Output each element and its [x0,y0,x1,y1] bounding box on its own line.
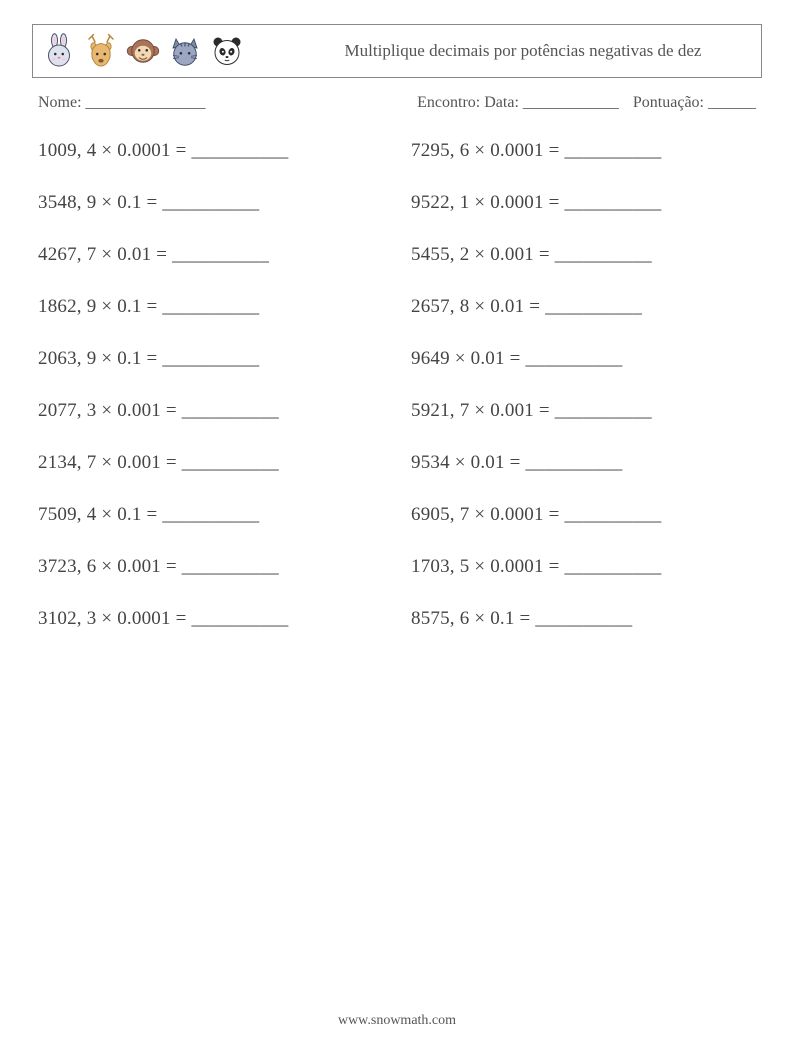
problem-item: 7295, 6 × 0.0001 = __________ [411,140,756,162]
problem-item: 2134, 7 × 0.001 = __________ [38,452,383,474]
problem-item: 4267, 7 × 0.01 = __________ [38,244,383,266]
problem-item: 5921, 7 × 0.001 = __________ [411,400,756,422]
problem-item: 8575, 6 × 0.1 = __________ [411,608,756,630]
deer-icon [83,33,119,69]
problem-item: 1862, 9 × 0.1 = __________ [38,296,383,318]
footer-url: www.snowmath.com [0,1013,794,1029]
problem-item: 5455, 2 × 0.001 = __________ [411,244,756,266]
problem-item: 1009, 4 × 0.0001 = __________ [38,140,383,162]
problem-item: 9534 × 0.01 = __________ [411,452,756,474]
worksheet-header: Multiplique decimais por potências negat… [32,24,762,78]
problem-item: 6905, 7 × 0.0001 = __________ [411,504,756,526]
score-field: Pontuação: ______ [633,94,756,112]
problem-item: 3548, 9 × 0.1 = __________ [38,192,383,214]
worksheet-title: Multiplique decimais por potências negat… [245,25,761,77]
problem-item: 9649 × 0.01 = __________ [411,348,756,370]
problem-item: 7509, 4 × 0.1 = __________ [38,504,383,526]
problem-item: 2063, 9 × 0.1 = __________ [38,348,383,370]
problem-item: 9522, 1 × 0.0001 = __________ [411,192,756,214]
cat-icon [167,33,203,69]
panda-icon [209,33,245,69]
problem-item: 3723, 6 × 0.001 = __________ [38,556,383,578]
problem-item: 2657, 8 × 0.01 = __________ [411,296,756,318]
name-field: Nome: _______________ [38,94,397,112]
problem-item: 3102, 3 × 0.0001 = __________ [38,608,383,630]
problem-item: 2077, 3 × 0.001 = __________ [38,400,383,422]
monkey-icon [125,33,161,69]
rabbit-icon [41,33,77,69]
encounter-date-field: Encontro: Data: ____________ [417,94,619,112]
problem-item: 1703, 5 × 0.0001 = __________ [411,556,756,578]
problems-grid: 1009, 4 × 0.0001 = __________ 7295, 6 × 0… [32,140,762,630]
animal-icons [33,25,245,77]
info-row: Nome: _______________ Encontro: Data: __… [32,94,762,112]
